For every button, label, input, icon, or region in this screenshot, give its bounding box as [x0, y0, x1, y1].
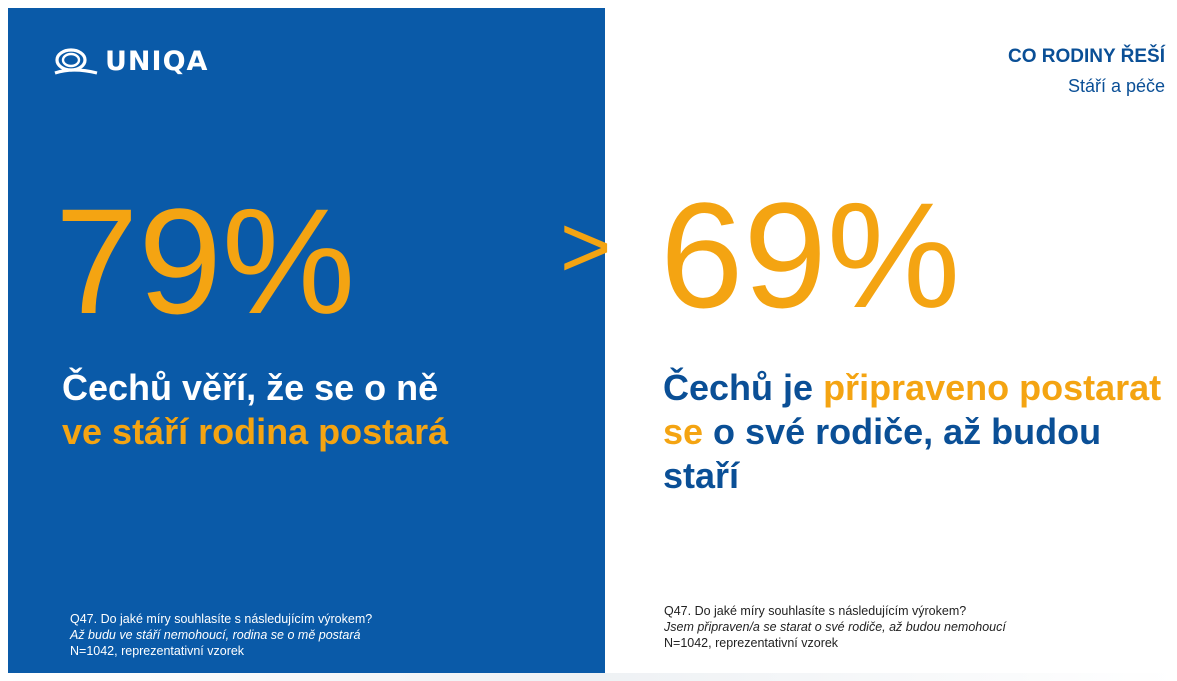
- section-title: CO RODINY ŘEŠÍ: [1008, 46, 1165, 67]
- left-statement-text: Čechů věří, že se o ně: [62, 367, 439, 408]
- section-subtitle: Stáří a péče: [1067, 76, 1165, 96]
- left-footnote: Q47. Do jaké míry souhlasíte s následují…: [70, 611, 372, 659]
- uniqa-logo-icon: [54, 47, 98, 75]
- right-percent: 69%: [660, 171, 961, 339]
- greater-than-sign: >: [560, 197, 612, 296]
- left-note-statement: Až budu ve stáří nemohoucí, rodina se o …: [70, 628, 361, 642]
- left-percent: 79%: [55, 177, 356, 345]
- right-statement-text-1: Čechů je: [663, 367, 824, 408]
- right-statement-accent: připraveno postarat se: [663, 367, 1162, 452]
- right-note-question: Q47. Do jaké míry souhlasíte s následují…: [664, 604, 967, 618]
- bottom-strip: [0, 673, 1177, 681]
- right-statement: Čechů je připraveno postarat se o své ro…: [663, 366, 1163, 498]
- uniqa-logo: UNIQA: [53, 46, 208, 77]
- logo-text: UNIQA: [105, 46, 209, 77]
- left-statement: Čechů věří, že se o ně ve stáří rodina p…: [62, 366, 482, 454]
- right-footnote: Q47. Do jaké míry souhlasíte s následují…: [664, 603, 1006, 651]
- left-note-question: Q47. Do jaké míry souhlasíte s následují…: [70, 612, 373, 626]
- right-statement-text-2: o své rodiče, až budou staří: [663, 411, 1102, 496]
- right-note-sample: N=1042, reprezentativní vzorek: [664, 636, 839, 650]
- left-note-sample: N=1042, reprezentativní vzorek: [70, 644, 245, 658]
- left-panel: UNIQA Q47. Do jaké míry souhlasíte s nás…: [8, 8, 605, 673]
- right-note-statement: Jsem připraven/a se starat o své rodiče,…: [664, 620, 1006, 634]
- left-statement-accent: ve stáří rodina postará: [62, 411, 449, 452]
- section-header: CO RODINY ŘEŠÍ Stáří a péče: [1008, 44, 1165, 100]
